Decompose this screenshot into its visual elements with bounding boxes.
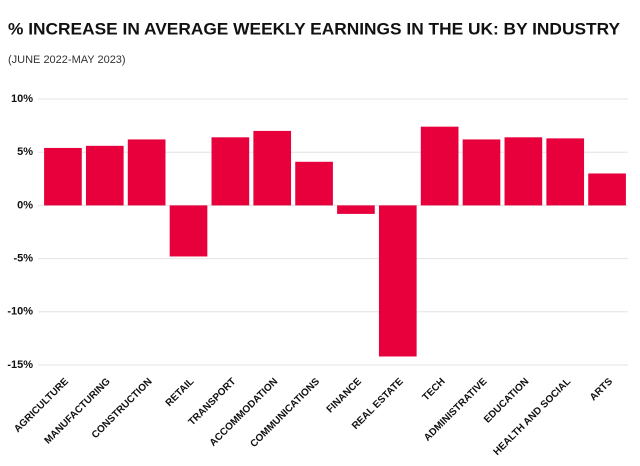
- bar: [211, 137, 250, 206]
- x-tick-label: ARTS: [588, 376, 615, 403]
- bar: [546, 138, 585, 206]
- bar: [85, 145, 124, 206]
- x-tick-label: TECH: [421, 376, 448, 403]
- bar: [378, 205, 417, 357]
- bar: [295, 161, 333, 206]
- y-tick-label: -15%: [7, 359, 33, 371]
- y-tick-label: -10%: [7, 306, 33, 318]
- chart-title: % INCREASE IN AVERAGE WEEKLY EARNINGS IN…: [8, 19, 621, 38]
- bar: [420, 126, 459, 206]
- bar: [127, 139, 166, 206]
- x-tick-label: RETAIL: [164, 376, 197, 409]
- y-tick-label: 5%: [17, 146, 33, 158]
- y-tick-label: 10%: [11, 93, 33, 105]
- x-tick-label: COMMUNICATIONS: [248, 376, 322, 450]
- bar: [44, 147, 82, 206]
- bar: [588, 173, 626, 206]
- chart-subtitle: (JUNE 2022-MAY 2023): [8, 54, 126, 66]
- bar: [253, 130, 292, 206]
- y-tick-label: 0%: [17, 199, 33, 211]
- bar: [504, 137, 543, 206]
- bar: [169, 205, 208, 257]
- y-tick-label: -5%: [13, 253, 33, 265]
- bar: [462, 139, 501, 206]
- x-tick-label: FINANCE: [325, 376, 364, 415]
- x-tick-label: HEALTH AND SOCIAL: [492, 376, 574, 458]
- bar: [337, 205, 375, 214]
